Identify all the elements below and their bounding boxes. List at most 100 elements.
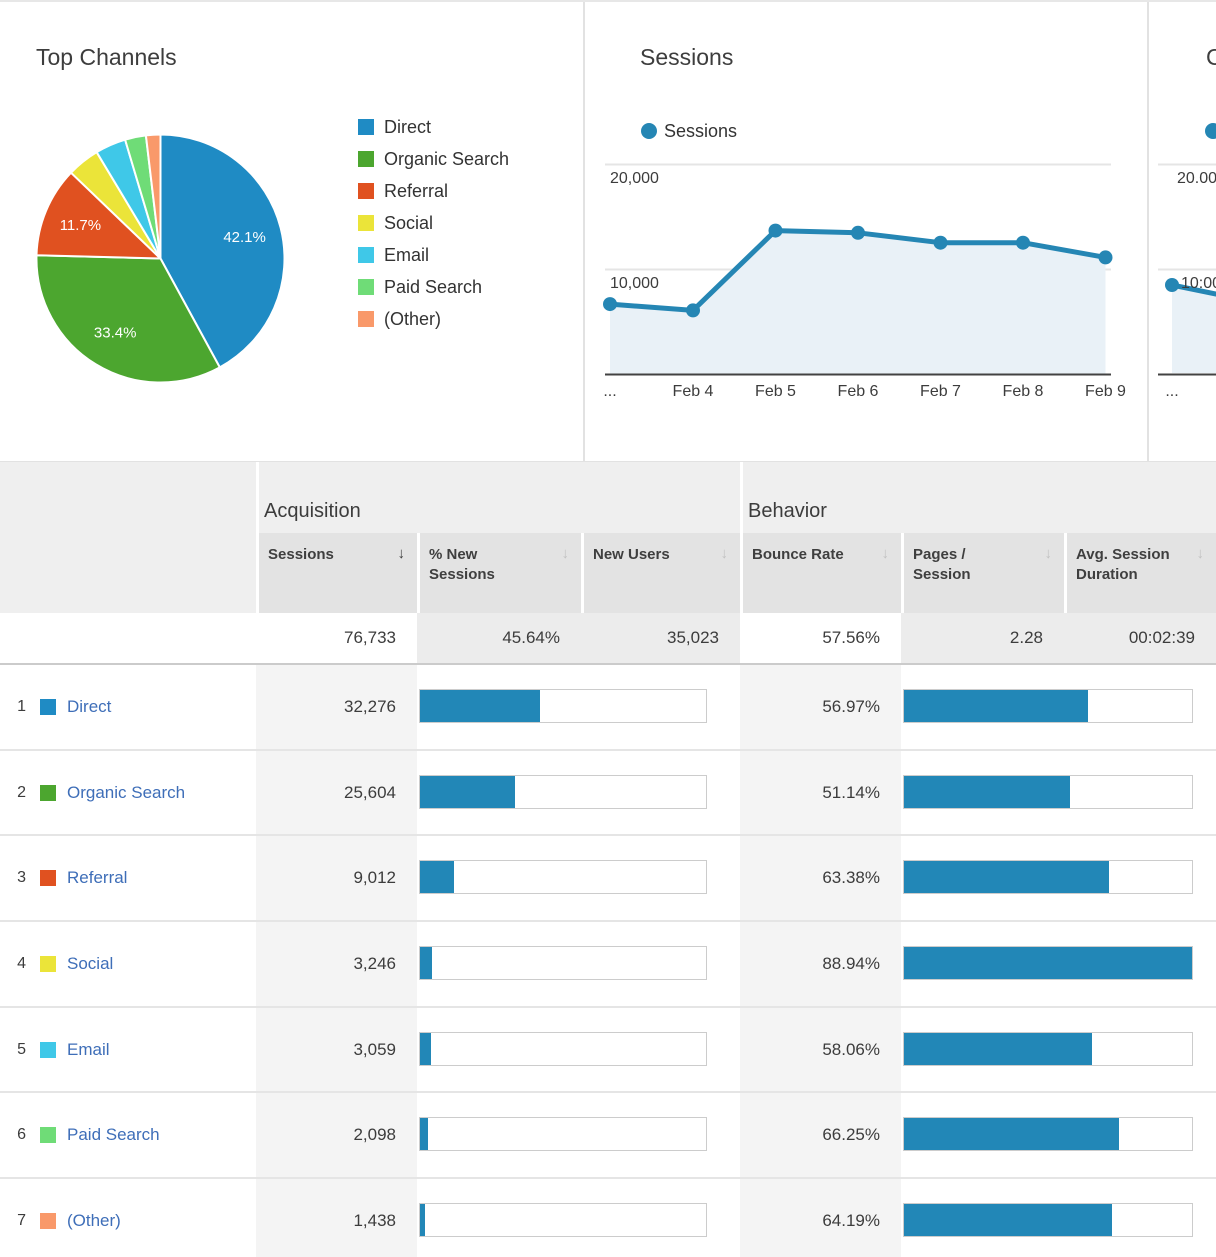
pie-slice (35, 171, 162, 260)
y-tick-label: 20.00 (1177, 170, 1216, 187)
sessions-bar-fill (420, 690, 541, 722)
channel-cell: 3 Referral (0, 836, 256, 920)
data-point (1098, 250, 1113, 265)
table-body: 1 Direct 32,276 56.97% 2 Organic Search 25,604… (0, 665, 1216, 1257)
bounce-value: 56.97% (822, 696, 880, 716)
legend-swatch (358, 119, 374, 135)
column-separator (417, 533, 420, 613)
column-separator (740, 462, 743, 533)
sessions-bar-fill (420, 861, 454, 894)
bounce-bar (903, 689, 1193, 723)
channel-cell: 7 (Other) (0, 1179, 256, 1257)
channel-link[interactable]: Organic Search (67, 782, 186, 802)
legend-item: Paid Search (358, 271, 509, 303)
x-tick-label: Feb 7 (920, 383, 961, 400)
x-tick-label: Feb 8 (1002, 383, 1044, 400)
legend-item: Direct (358, 111, 509, 143)
x-tick-label: Feb 6 (837, 383, 879, 400)
x-tick-label: ... (603, 383, 617, 400)
channel-link[interactable]: Paid Search (67, 1125, 160, 1145)
sessions-column-stripe (256, 836, 417, 921)
pie-slice (95, 138, 162, 260)
column-header-bounce-rate[interactable]: Bounce Rate ↓ (743, 533, 901, 613)
total-avg-duration: 00:02:39 (1128, 628, 1195, 647)
legend-swatch (358, 183, 374, 199)
legend-dot (1205, 123, 1216, 139)
card-divider (583, 2, 585, 462)
table-row: 2 Organic Search 25,604 51.14% (0, 750, 1216, 837)
sessions-legend-label: Sessions (664, 121, 738, 141)
bounce-column-stripe (740, 836, 901, 921)
bounce-bar-fill (904, 1118, 1119, 1151)
data-point (603, 297, 617, 312)
bounce-column-stripe (740, 1179, 901, 1257)
sessions-bar (419, 946, 707, 981)
legend-label: Organic Search (384, 148, 510, 169)
column-separator (256, 462, 259, 533)
legend-label: Email (384, 244, 430, 265)
legend-label: Referral (384, 180, 449, 201)
channel-link[interactable]: Social (67, 953, 114, 973)
column-separator (256, 533, 259, 613)
table-row: 4 Social 3,246 88.94% (0, 922, 1216, 1008)
bounce-bar (903, 946, 1193, 981)
bounce-column-stripe (740, 1093, 901, 1178)
row-rank: 2 (17, 783, 26, 801)
table-row: 6 Paid Search 2,098 66.25% (0, 1093, 1216, 1180)
column-header-pct-new-sessions[interactable]: % New Sessions ↓ (420, 533, 581, 613)
channel-swatch (40, 1127, 56, 1144)
legend-item: Referral (358, 175, 509, 207)
sessions-bar (419, 1117, 707, 1152)
legend-item: Social (358, 207, 509, 239)
legend-item: Email (358, 239, 509, 271)
total-bounce-rate: 57.56% (740, 613, 901, 663)
total-pages-session: 2.28 (1009, 628, 1043, 647)
column-header-sessions[interactable]: Sessions ↓ (259, 533, 417, 613)
sort-down-icon[interactable]: ↓ (1044, 545, 1053, 562)
sessions-column-stripe (256, 665, 417, 749)
channel-swatch (40, 698, 56, 715)
channel-link[interactable]: (Other) (67, 1210, 121, 1230)
top-channels-title: Top Channels (36, 44, 177, 70)
sort-down-icon[interactable]: ↓ (1196, 545, 1205, 562)
legend-swatch (358, 311, 374, 327)
sort-down-icon[interactable]: ↓ (397, 545, 406, 562)
sort-down-icon[interactable]: ↓ (561, 545, 570, 562)
bounce-column-stripe (740, 665, 901, 749)
bounce-bar-fill (904, 947, 1192, 980)
pie-slice-label: 33.4% (94, 325, 137, 342)
row-rank: 3 (17, 869, 26, 887)
bounce-value: 64.19% (822, 1210, 880, 1230)
column-header-new-users[interactable]: New Users ↓ (584, 533, 740, 613)
channel-cell: 6 Paid Search (0, 1093, 256, 1177)
sessions-bar-fill (420, 1204, 426, 1237)
sessions-bar-fill (420, 947, 433, 980)
column-header-label: Pages / Session (913, 546, 971, 583)
legend-swatch (358, 279, 374, 295)
bounce-bar-fill (904, 690, 1089, 722)
channel-link[interactable]: Email (67, 1039, 110, 1059)
sessions-bar-fill (420, 1032, 432, 1065)
sort-down-icon[interactable]: ↓ (881, 545, 890, 562)
channel-swatch (40, 1041, 56, 1058)
channel-cell: 2 Organic Search (0, 751, 256, 835)
sort-down-icon[interactable]: ↓ (720, 545, 729, 562)
sessions-bar (419, 860, 707, 895)
sessions-value: 25,604 (344, 782, 396, 802)
bounce-bar (903, 1117, 1193, 1152)
sessions-bar-fill (420, 1118, 428, 1151)
sessions-value: 32,276 (344, 696, 396, 716)
bounce-value: 58.06% (822, 1039, 880, 1059)
sessions-value: 3,059 (353, 1039, 396, 1059)
column-separator (901, 533, 904, 613)
column-header-avg-duration[interactable]: Avg. Session Duration ↓ (1067, 533, 1216, 613)
column-header-pages-session[interactable]: Pages / Session ↓ (904, 533, 1064, 613)
sessions-line (607, 228, 1108, 313)
bounce-value: 63.38% (822, 868, 880, 888)
legend-item: (Other) (358, 303, 509, 335)
channel-link[interactable]: Referral (67, 868, 128, 888)
bounce-column-stripe (740, 922, 901, 1006)
pie-slice (124, 134, 162, 260)
channel-link[interactable]: Direct (67, 696, 112, 716)
sessions-bar (419, 1203, 707, 1238)
